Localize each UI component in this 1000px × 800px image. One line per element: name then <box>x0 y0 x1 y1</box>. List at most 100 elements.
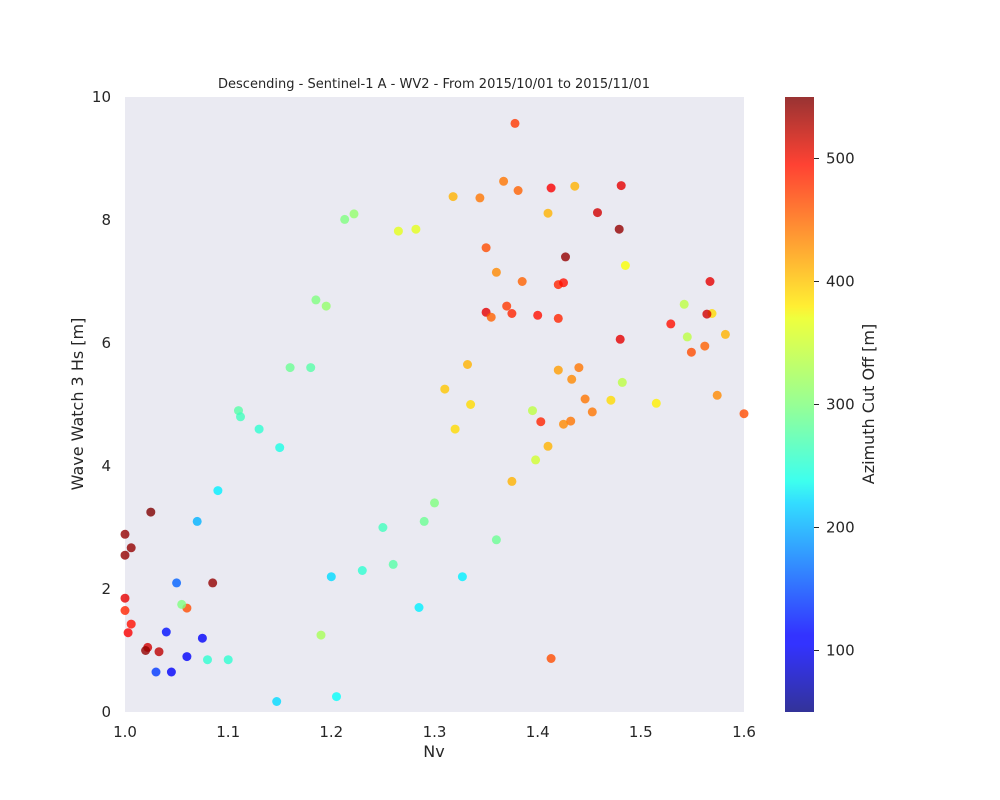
data-point <box>546 654 556 663</box>
chart-title: Descending - Sentinel-1 A - WV2 - From 2… <box>218 77 650 92</box>
data-point <box>448 192 458 202</box>
data-point <box>349 209 359 219</box>
y-tick-label: 10 <box>92 88 111 106</box>
data-point <box>574 363 584 373</box>
data-point <box>213 486 223 496</box>
data-point <box>513 186 523 195</box>
data-point <box>615 334 625 344</box>
data-point <box>430 498 439 508</box>
data-point <box>720 329 730 339</box>
data-point <box>686 347 696 357</box>
data-point <box>481 243 491 253</box>
data-point <box>559 419 568 429</box>
data-point <box>559 278 568 288</box>
data-point <box>457 572 467 582</box>
data-point <box>507 476 517 486</box>
colorbar-ticks: 100 200 300 400 500 <box>814 150 855 660</box>
data-point <box>311 295 321 305</box>
data-point <box>182 652 192 662</box>
x-tick-label: 1.6 <box>732 723 756 741</box>
x-tick-label: 1.0 <box>113 723 137 741</box>
data-point <box>223 655 233 665</box>
data-point <box>679 299 689 309</box>
x-tick-label: 1.5 <box>629 723 653 741</box>
data-point <box>316 630 326 640</box>
data-point <box>531 455 541 465</box>
data-point <box>285 363 295 373</box>
data-point <box>203 655 212 665</box>
data-point <box>543 441 553 451</box>
colorbar <box>785 97 814 712</box>
colorbar-label: Azimuth Cut Off [m] <box>859 324 878 484</box>
data-point <box>197 633 207 643</box>
data-point <box>192 516 202 526</box>
data-point <box>357 566 367 575</box>
data-point <box>123 628 133 638</box>
data-point <box>151 667 161 677</box>
data-point <box>553 365 563 375</box>
data-point <box>570 181 580 191</box>
data-point <box>536 417 546 427</box>
x-axis: 1.0 1.1 1.2 1.3 1.4 1.5 1.6 <box>113 723 756 741</box>
data-point <box>502 301 512 311</box>
colorbar-tick-label: 500 <box>826 150 855 168</box>
data-point <box>705 277 715 286</box>
data-point <box>499 176 509 186</box>
data-point <box>340 214 350 224</box>
data-point <box>154 647 164 657</box>
data-point <box>593 208 602 218</box>
data-point <box>666 319 676 329</box>
data-point <box>561 252 570 262</box>
data-point <box>580 394 590 404</box>
x-axis-label: Nv <box>423 742 444 761</box>
points-layer <box>120 118 749 706</box>
data-point <box>141 646 151 655</box>
data-point <box>587 407 597 417</box>
data-point <box>275 443 285 453</box>
y-axis: 0 2 4 6 8 10 <box>92 88 111 721</box>
data-point <box>528 406 537 416</box>
data-point <box>614 224 624 234</box>
colorbar-tick-label: 200 <box>826 519 855 537</box>
data-point <box>466 400 476 409</box>
data-point <box>332 692 341 702</box>
data-point <box>682 332 692 342</box>
data-point <box>120 593 130 603</box>
data-point <box>411 224 421 234</box>
x-tick-label: 1.2 <box>319 723 343 741</box>
plot-area <box>125 97 744 712</box>
data-point <box>486 312 496 322</box>
data-point <box>120 529 130 539</box>
y-tick-label: 4 <box>101 457 111 475</box>
data-point <box>146 507 156 517</box>
data-point <box>617 377 627 387</box>
data-point <box>419 516 429 526</box>
colorbar-tick-label: 300 <box>826 396 855 414</box>
data-point <box>393 226 403 236</box>
data-point <box>177 599 187 609</box>
data-point <box>651 398 661 408</box>
data-point <box>606 395 616 405</box>
data-point <box>306 363 316 373</box>
y-tick-label: 8 <box>101 211 111 229</box>
x-tick-label: 1.3 <box>423 723 447 741</box>
data-point <box>533 310 543 320</box>
data-point <box>475 193 485 203</box>
y-tick-label: 2 <box>101 580 111 598</box>
data-point <box>378 523 388 532</box>
data-point <box>208 578 218 588</box>
data-point <box>546 183 556 193</box>
data-point <box>702 309 712 319</box>
data-point <box>254 424 264 434</box>
data-point <box>172 578 182 588</box>
data-point <box>712 390 722 400</box>
data-point <box>566 416 576 426</box>
data-point <box>517 277 527 286</box>
data-point <box>388 559 398 569</box>
data-point <box>120 550 130 560</box>
data-point <box>567 374 577 384</box>
colorbar-tick-label: 100 <box>826 642 855 660</box>
data-point <box>126 543 136 553</box>
data-point <box>326 572 336 582</box>
